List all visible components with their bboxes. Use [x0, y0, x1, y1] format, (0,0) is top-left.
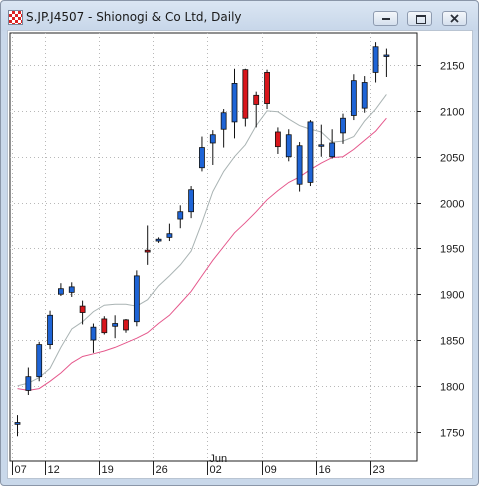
price-chart: 1750 1800 1850 1900 1950 2000 2050 2100 2150 07 12…	[9, 32, 464, 476]
candle-body	[209, 134, 216, 144]
x-tick-label: 02	[210, 464, 222, 476]
candle-body	[101, 318, 108, 334]
candle-body	[307, 121, 314, 183]
close-icon	[450, 14, 459, 23]
candle-body	[90, 326, 97, 341]
candle-body	[372, 46, 379, 73]
candle-body	[36, 344, 43, 378]
plot-area	[9, 32, 418, 462]
candle-body	[47, 314, 53, 346]
candle-body	[285, 134, 292, 158]
restore-icon	[416, 15, 426, 24]
candle-body	[68, 286, 75, 293]
candle-body	[58, 288, 64, 295]
candle-body	[133, 275, 140, 323]
y-tick-label: 1750	[440, 428, 464, 440]
candle-body	[123, 319, 129, 331]
candle-body	[25, 376, 32, 391]
y-tick-label: 1800	[440, 382, 464, 394]
candle-body	[177, 211, 184, 220]
candle-body	[329, 142, 336, 158]
month-label: Jun	[209, 453, 227, 465]
candle-body	[242, 69, 249, 119]
minimize-icon	[382, 18, 390, 20]
x-tick-label: 23	[373, 464, 385, 476]
restore-button[interactable]	[407, 11, 432, 26]
window-title: S.JP.J4507 - Shionogi & Co Ltd, Daily	[26, 10, 242, 24]
ma-short-line	[17, 94, 387, 387]
chart-app-icon[interactable]	[8, 10, 23, 25]
x-tick-label: 07	[15, 464, 27, 476]
candle-body	[253, 94, 260, 105]
candle-body	[112, 323, 119, 327]
candle-body	[199, 147, 205, 169]
candle-body	[383, 54, 390, 57]
ma-long-line	[17, 117, 387, 391]
candle-body	[264, 72, 270, 104]
candle-body	[231, 83, 238, 123]
chart-area: 1750 1800 1850 1900 1950 2000 2050 2100 2150 07 12…	[7, 30, 473, 479]
y-tick-label: 1950	[440, 244, 464, 256]
candle-body	[188, 189, 195, 213]
y-tick-label: 2000	[440, 199, 464, 211]
y-tick-label: 2050	[440, 153, 464, 165]
candle-body	[361, 82, 368, 109]
candle-body	[166, 233, 173, 238]
candle-body	[340, 117, 346, 134]
candle-body	[318, 144, 325, 147]
candle-body	[274, 131, 281, 148]
y-tick-label: 1900	[440, 290, 464, 302]
candle-body	[296, 145, 303, 185]
candle-body	[155, 238, 162, 242]
candle-body	[79, 305, 86, 313]
y-tick-label: 2100	[440, 107, 464, 119]
y-tick-label: 2150	[440, 61, 464, 73]
x-tick-label: 16	[319, 464, 331, 476]
x-tick-label: 26	[156, 464, 168, 476]
candle-body	[350, 80, 357, 116]
candle-body	[144, 249, 151, 253]
x-tick-label: 19	[102, 464, 114, 476]
minimize-button[interactable]	[373, 11, 398, 26]
candle-body	[14, 422, 21, 425]
close-button[interactable]	[442, 11, 467, 26]
x-tick-label: 09	[265, 464, 277, 476]
y-tick-label: 1850	[440, 336, 464, 348]
title-bar[interactable]: S.JP.J4507 - Shionogi & Co Ltd, Daily	[1, 1, 478, 31]
x-tick-label: 12	[48, 464, 60, 476]
candle-body	[220, 112, 227, 130]
